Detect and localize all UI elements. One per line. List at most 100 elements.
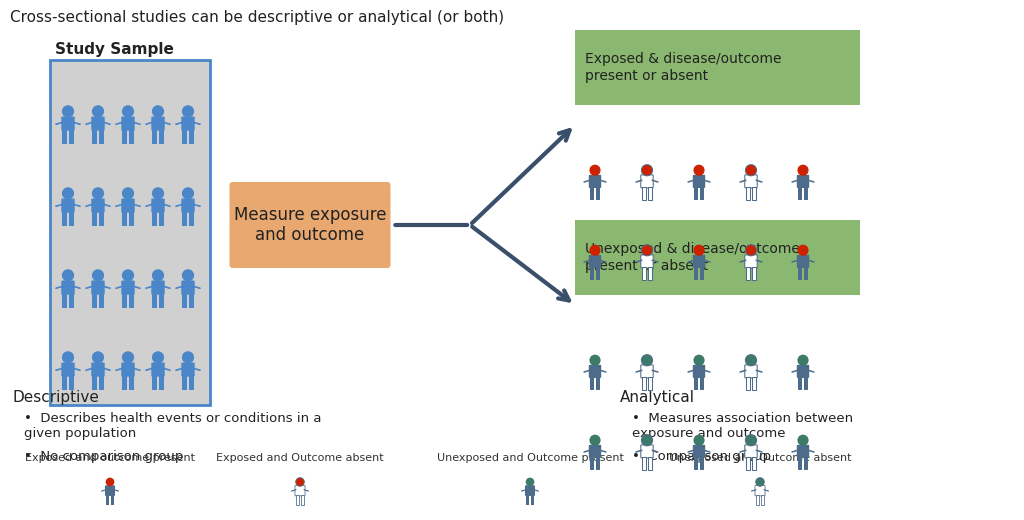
Circle shape [296, 478, 304, 486]
FancyBboxPatch shape [575, 30, 860, 105]
FancyBboxPatch shape [694, 377, 697, 390]
FancyBboxPatch shape [575, 220, 860, 295]
Circle shape [693, 435, 705, 446]
FancyBboxPatch shape [189, 129, 194, 144]
FancyBboxPatch shape [50, 60, 210, 405]
FancyBboxPatch shape [91, 362, 104, 376]
FancyBboxPatch shape [129, 376, 134, 390]
FancyBboxPatch shape [189, 376, 194, 390]
Circle shape [61, 187, 74, 200]
FancyBboxPatch shape [526, 495, 529, 505]
FancyBboxPatch shape [596, 457, 600, 470]
FancyBboxPatch shape [797, 255, 809, 268]
FancyBboxPatch shape [804, 377, 808, 390]
FancyBboxPatch shape [798, 267, 802, 280]
FancyBboxPatch shape [804, 267, 808, 280]
Circle shape [92, 105, 104, 118]
Circle shape [756, 478, 764, 486]
FancyBboxPatch shape [152, 280, 165, 295]
FancyBboxPatch shape [153, 129, 157, 144]
FancyBboxPatch shape [70, 376, 74, 390]
FancyBboxPatch shape [105, 485, 115, 496]
Circle shape [693, 165, 705, 176]
Circle shape [798, 355, 809, 366]
FancyBboxPatch shape [92, 212, 96, 226]
FancyBboxPatch shape [642, 267, 646, 280]
Text: Measure exposure
and outcome: Measure exposure and outcome [233, 205, 386, 244]
Circle shape [61, 105, 74, 118]
Text: •  No comparison group: • No comparison group [24, 450, 183, 463]
FancyBboxPatch shape [189, 294, 194, 308]
FancyBboxPatch shape [798, 457, 802, 470]
FancyBboxPatch shape [693, 365, 706, 378]
FancyBboxPatch shape [648, 187, 652, 200]
FancyBboxPatch shape [129, 212, 134, 226]
Circle shape [590, 435, 601, 446]
Circle shape [641, 165, 652, 176]
FancyBboxPatch shape [756, 495, 759, 505]
FancyBboxPatch shape [99, 129, 103, 144]
Text: Unexposed & disease/outcome
present or absent: Unexposed & disease/outcome present or a… [585, 242, 800, 272]
FancyBboxPatch shape [122, 212, 127, 226]
FancyBboxPatch shape [744, 175, 757, 188]
Circle shape [590, 245, 601, 256]
Circle shape [122, 105, 134, 118]
Circle shape [641, 435, 652, 446]
Circle shape [61, 351, 74, 363]
FancyBboxPatch shape [694, 187, 697, 200]
Circle shape [152, 105, 164, 118]
Text: Exposed and outcome present: Exposed and outcome present [25, 453, 195, 463]
FancyBboxPatch shape [91, 199, 104, 213]
Circle shape [641, 245, 652, 256]
Circle shape [182, 187, 195, 200]
FancyBboxPatch shape [111, 495, 114, 505]
FancyBboxPatch shape [61, 116, 75, 131]
FancyBboxPatch shape [160, 212, 164, 226]
FancyBboxPatch shape [70, 294, 74, 308]
FancyBboxPatch shape [694, 457, 697, 470]
FancyBboxPatch shape [745, 267, 750, 280]
Circle shape [105, 478, 115, 486]
Text: Unexposed and Outcome absent: Unexposed and Outcome absent [669, 453, 851, 463]
FancyBboxPatch shape [700, 187, 705, 200]
FancyBboxPatch shape [797, 445, 809, 458]
Text: •  Measures association between
exposure and outcome: • Measures association between exposure … [632, 412, 853, 440]
Circle shape [182, 351, 195, 363]
FancyBboxPatch shape [92, 129, 96, 144]
FancyBboxPatch shape [122, 376, 127, 390]
FancyBboxPatch shape [153, 294, 157, 308]
Text: •  Describes health events or conditions in a
given population: • Describes health events or conditions … [24, 412, 322, 440]
Circle shape [122, 187, 134, 200]
Circle shape [693, 355, 705, 366]
Text: Cross-sectional studies can be descriptive or analytical (or both): Cross-sectional studies can be descripti… [10, 10, 504, 25]
Circle shape [745, 435, 757, 446]
FancyBboxPatch shape [755, 485, 765, 496]
FancyBboxPatch shape [160, 376, 164, 390]
FancyBboxPatch shape [129, 129, 134, 144]
FancyBboxPatch shape [798, 377, 802, 390]
FancyBboxPatch shape [182, 294, 186, 308]
Circle shape [92, 269, 104, 281]
FancyBboxPatch shape [641, 445, 653, 458]
FancyBboxPatch shape [122, 294, 127, 308]
FancyBboxPatch shape [797, 365, 809, 378]
FancyBboxPatch shape [648, 457, 652, 470]
Circle shape [92, 351, 104, 363]
FancyBboxPatch shape [745, 187, 750, 200]
FancyBboxPatch shape [589, 175, 601, 188]
FancyBboxPatch shape [121, 116, 135, 131]
FancyBboxPatch shape [121, 199, 135, 213]
FancyBboxPatch shape [181, 280, 195, 295]
Circle shape [152, 187, 164, 200]
FancyBboxPatch shape [693, 445, 706, 458]
Circle shape [122, 269, 134, 281]
FancyBboxPatch shape [525, 485, 535, 496]
FancyBboxPatch shape [189, 212, 194, 226]
Circle shape [61, 269, 74, 281]
FancyBboxPatch shape [182, 129, 186, 144]
Text: •  Comparison group: • Comparison group [632, 450, 771, 463]
FancyBboxPatch shape [589, 255, 601, 268]
Text: Exposed & disease/outcome
present or absent: Exposed & disease/outcome present or abs… [585, 53, 781, 83]
Circle shape [798, 435, 809, 446]
FancyBboxPatch shape [531, 495, 535, 505]
